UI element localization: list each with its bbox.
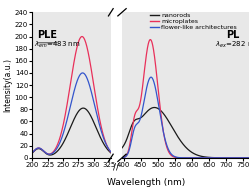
Text: //: // xyxy=(113,162,119,171)
Text: $\lambda_{ex}$=282 nm: $\lambda_{ex}$=282 nm xyxy=(215,40,249,50)
Text: $\lambda_{em}$=483 nm: $\lambda_{em}$=483 nm xyxy=(34,40,80,50)
Text: PLE: PLE xyxy=(37,30,57,40)
Legend: nanorods, microplates, flower-like architectures: nanorods, microplates, flower-like archi… xyxy=(150,12,237,30)
Text: Wavelength (nm): Wavelength (nm) xyxy=(107,178,186,187)
Y-axis label: Intensity(a.u.): Intensity(a.u.) xyxy=(3,58,12,112)
Text: PL: PL xyxy=(226,30,239,40)
